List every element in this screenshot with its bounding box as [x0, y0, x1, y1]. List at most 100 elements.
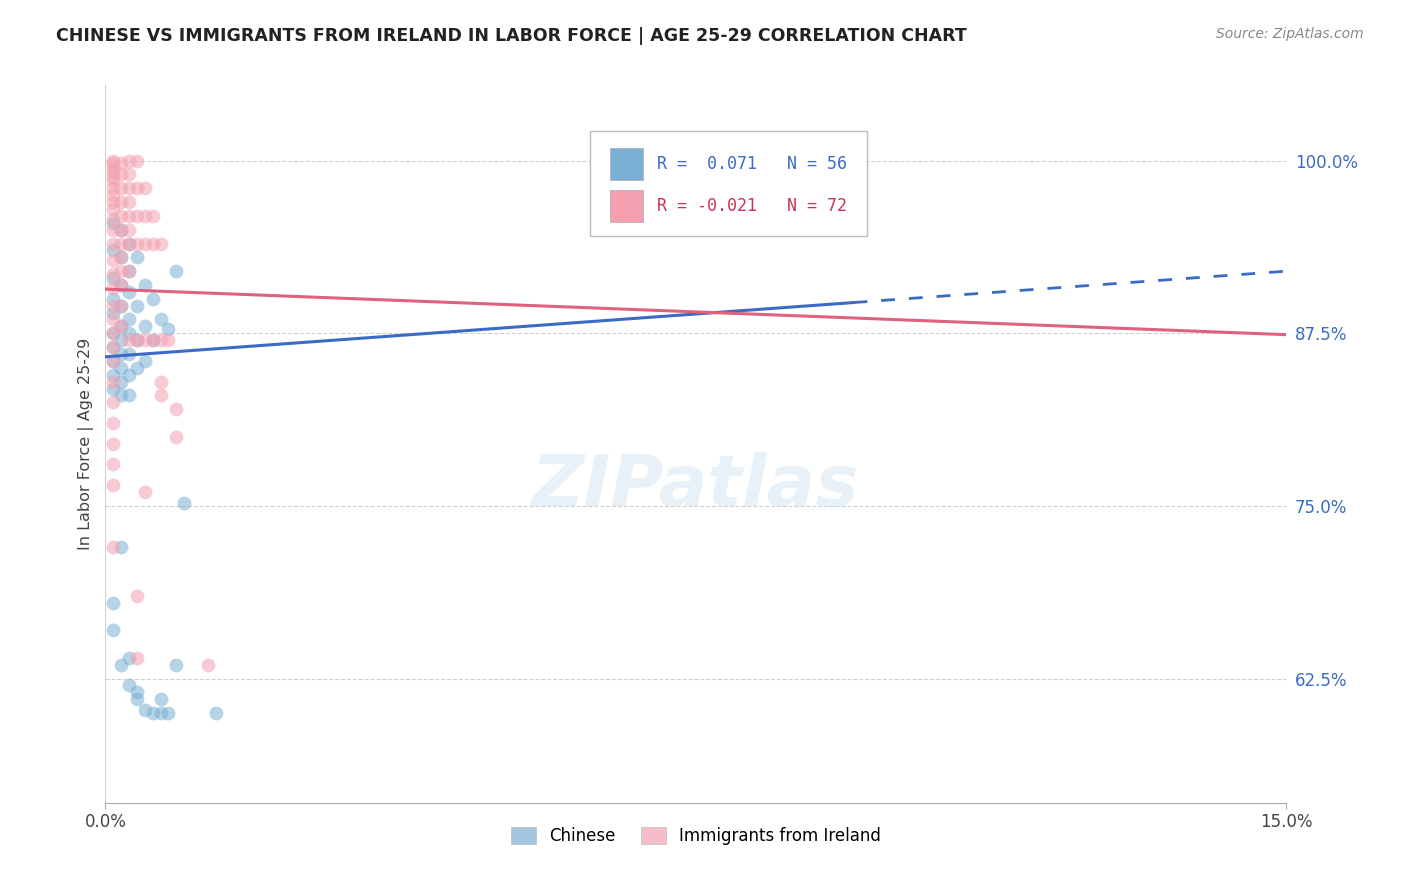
- Point: [110, 168, 132, 182]
- Point: [142, 706, 165, 720]
- Point: [125, 333, 148, 347]
- Point: [125, 209, 148, 223]
- Point: [149, 388, 172, 402]
- Point: [118, 347, 141, 361]
- Text: R = -0.021   N = 72: R = -0.021 N = 72: [657, 197, 846, 215]
- Point: [103, 375, 125, 389]
- Point: [118, 209, 141, 223]
- Point: [110, 209, 132, 223]
- Point: [134, 485, 156, 500]
- Point: [103, 223, 125, 237]
- Point: [103, 340, 125, 354]
- Point: [134, 236, 156, 251]
- Point: [103, 354, 125, 368]
- Point: [103, 312, 125, 326]
- Point: [142, 236, 165, 251]
- Point: [125, 181, 148, 195]
- Point: [118, 312, 141, 326]
- Point: [103, 165, 125, 179]
- Point: [149, 692, 172, 706]
- Point: [142, 292, 165, 306]
- Point: [125, 650, 148, 665]
- Point: [125, 251, 148, 265]
- Point: [118, 650, 141, 665]
- Point: [125, 153, 148, 168]
- Point: [103, 416, 125, 430]
- Text: Source: ZipAtlas.com: Source: ZipAtlas.com: [1216, 27, 1364, 41]
- Point: [110, 388, 132, 402]
- Point: [103, 458, 125, 472]
- Point: [118, 388, 141, 402]
- Point: [118, 181, 141, 195]
- Point: [103, 244, 125, 258]
- Point: [204, 706, 226, 720]
- Point: [118, 153, 141, 168]
- Point: [110, 223, 132, 237]
- Point: [103, 271, 125, 285]
- Point: [110, 319, 132, 334]
- Point: [103, 170, 125, 185]
- Point: [103, 395, 125, 409]
- Point: [103, 340, 125, 354]
- Point: [149, 312, 172, 326]
- Point: [103, 382, 125, 396]
- Bar: [610, 190, 643, 222]
- Point: [103, 211, 125, 226]
- Point: [157, 322, 180, 336]
- Legend: Chinese, Immigrants from Ireland: Chinese, Immigrants from Ireland: [505, 821, 887, 852]
- Point: [125, 236, 148, 251]
- Point: [103, 281, 125, 295]
- Point: [110, 333, 132, 347]
- Point: [118, 264, 141, 278]
- Point: [103, 596, 125, 610]
- Point: [125, 360, 148, 375]
- Point: [103, 436, 125, 450]
- Point: [165, 430, 187, 444]
- Point: [110, 264, 132, 278]
- Bar: [610, 148, 643, 180]
- Point: [134, 209, 156, 223]
- Point: [103, 188, 125, 202]
- Point: [197, 657, 219, 672]
- Point: [103, 541, 125, 555]
- Point: [110, 236, 132, 251]
- Point: [142, 209, 165, 223]
- Point: [103, 153, 125, 168]
- Point: [103, 161, 125, 175]
- Point: [125, 333, 148, 347]
- Text: CHINESE VS IMMIGRANTS FROM IRELAND IN LABOR FORCE | AGE 25-29 CORRELATION CHART: CHINESE VS IMMIGRANTS FROM IRELAND IN LA…: [56, 27, 967, 45]
- Point: [110, 319, 132, 334]
- Point: [134, 333, 156, 347]
- Point: [110, 156, 132, 170]
- Point: [134, 354, 156, 368]
- Text: ZIPatlas: ZIPatlas: [533, 452, 859, 521]
- Point: [142, 333, 165, 347]
- Point: [103, 267, 125, 281]
- Point: [157, 333, 180, 347]
- Point: [165, 402, 187, 417]
- Point: [165, 657, 187, 672]
- Point: [125, 692, 148, 706]
- Point: [103, 368, 125, 382]
- Point: [118, 195, 141, 210]
- Point: [103, 236, 125, 251]
- Point: [125, 589, 148, 603]
- Point: [110, 541, 132, 555]
- Point: [118, 326, 141, 341]
- Point: [149, 333, 172, 347]
- Point: [103, 202, 125, 216]
- Point: [110, 657, 132, 672]
- Point: [118, 223, 141, 237]
- Point: [134, 181, 156, 195]
- Point: [110, 223, 132, 237]
- Point: [118, 236, 141, 251]
- Point: [118, 678, 141, 692]
- Point: [157, 706, 180, 720]
- Point: [118, 285, 141, 299]
- Point: [110, 347, 132, 361]
- Point: [110, 299, 132, 313]
- Point: [110, 277, 132, 292]
- FancyBboxPatch shape: [589, 131, 868, 235]
- Point: [103, 174, 125, 188]
- Point: [118, 264, 141, 278]
